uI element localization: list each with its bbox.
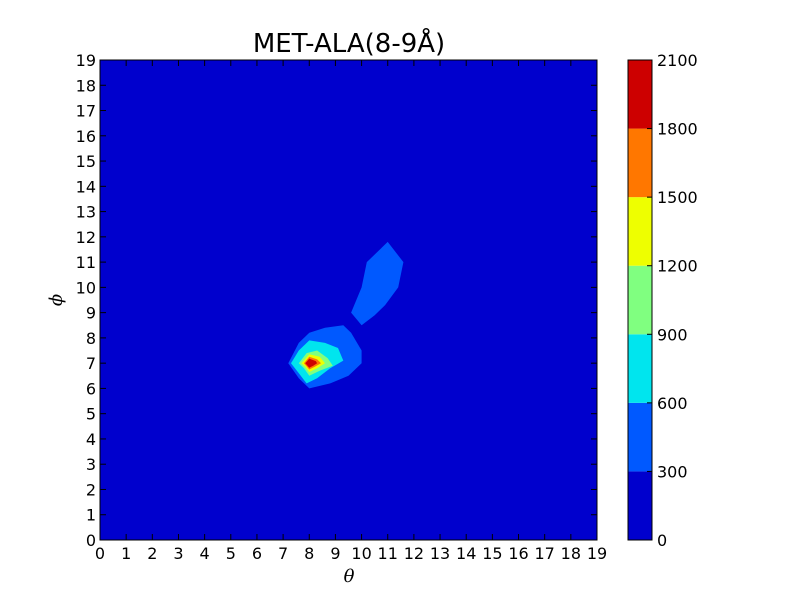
y-tick-label: 6	[86, 379, 96, 398]
y-tick-label: 2	[86, 480, 96, 499]
colorbar-segment-4	[628, 197, 652, 266]
x-tick-label: 6	[252, 544, 262, 563]
x-tick-label: 18	[561, 544, 581, 563]
x-tick-label: 9	[330, 544, 340, 563]
x-tick-label: 4	[200, 544, 210, 563]
y-tick-label: 12	[76, 228, 96, 247]
y-tick-label: 0	[86, 531, 96, 550]
contour-region-6	[305, 358, 318, 368]
x-tick-label: 3	[173, 544, 183, 563]
colorbar-frame	[627, 59, 653, 541]
y-tick-label: 19	[76, 51, 96, 70]
y-axis-label: ϕ	[46, 294, 67, 306]
y-tick-label: 11	[76, 253, 96, 272]
colorbar-segment-1	[628, 402, 652, 472]
x-tick-label: 11	[378, 544, 398, 563]
y-tick-label: 18	[76, 76, 96, 95]
x-tick-label: 8	[304, 544, 314, 563]
y-tick-label: 7	[86, 354, 96, 373]
colorbar-segment-3	[628, 265, 652, 335]
y-tick-label: 9	[86, 304, 96, 323]
x-tick-label: 7	[278, 544, 288, 563]
contour-region-1	[351, 241, 404, 326]
y-tick-label: 16	[76, 127, 96, 146]
x-tick-label: 10	[351, 544, 371, 563]
colorbar: 0 300 600 900 1200 1500 1800 2100	[627, 51, 698, 550]
x-tick-label: 0	[95, 544, 105, 563]
plot-area	[99, 59, 598, 541]
y-tick-label: 14	[76, 177, 96, 196]
colorbar-segment-0	[628, 471, 652, 540]
x-tick-label: 13	[430, 544, 450, 563]
y-tick-label: 10	[76, 278, 96, 297]
plot-frame	[99, 59, 598, 541]
colorbar-segment-2	[628, 334, 652, 403]
x-tick-label: 15	[482, 544, 502, 563]
x-tick-label: 2	[147, 544, 157, 563]
y-tick-label: 5	[86, 405, 96, 424]
colorbar-tick-label: 1200	[657, 257, 698, 276]
colorbar-tick-label: 2100	[657, 51, 698, 70]
colorbar-tick-label: 300	[657, 462, 688, 481]
colorbar-tick-label: 1500	[657, 188, 698, 207]
y-tick-label: 13	[76, 203, 96, 222]
x-axis-label: θ	[344, 566, 355, 587]
chart-title: MET-ALA(8-9Å)	[253, 27, 445, 59]
y-tick-label: 4	[86, 430, 96, 449]
x-axis-ticks: 0 1 2 3 4 5 6 7 8 9 10 11 12 13 14 15 16 17 18 19	[95, 60, 607, 563]
y-tick-label: 17	[76, 102, 96, 121]
y-tick-label: 1	[86, 506, 96, 525]
colorbar-tick-label: 900	[657, 325, 688, 344]
x-tick-label: 12	[404, 544, 424, 563]
x-tick-label: 5	[226, 544, 236, 563]
colorbar-tick-label: 1800	[657, 120, 698, 139]
x-tick-label: 14	[456, 544, 476, 563]
y-tick-label: 15	[76, 152, 96, 171]
x-tick-label: 1	[121, 544, 131, 563]
y-tick-label: 8	[86, 329, 96, 348]
x-tick-label: 19	[587, 544, 607, 563]
colorbar-tick-label: 600	[657, 394, 688, 413]
colorbar-segment-6	[628, 60, 652, 129]
x-tick-label: 17	[535, 544, 555, 563]
colorbar-tick-label: 0	[657, 531, 667, 550]
y-tick-label: 3	[86, 455, 96, 474]
contour-background-level-0	[100, 60, 597, 540]
colorbar-segment-5	[628, 128, 652, 198]
x-tick-label: 16	[508, 544, 528, 563]
